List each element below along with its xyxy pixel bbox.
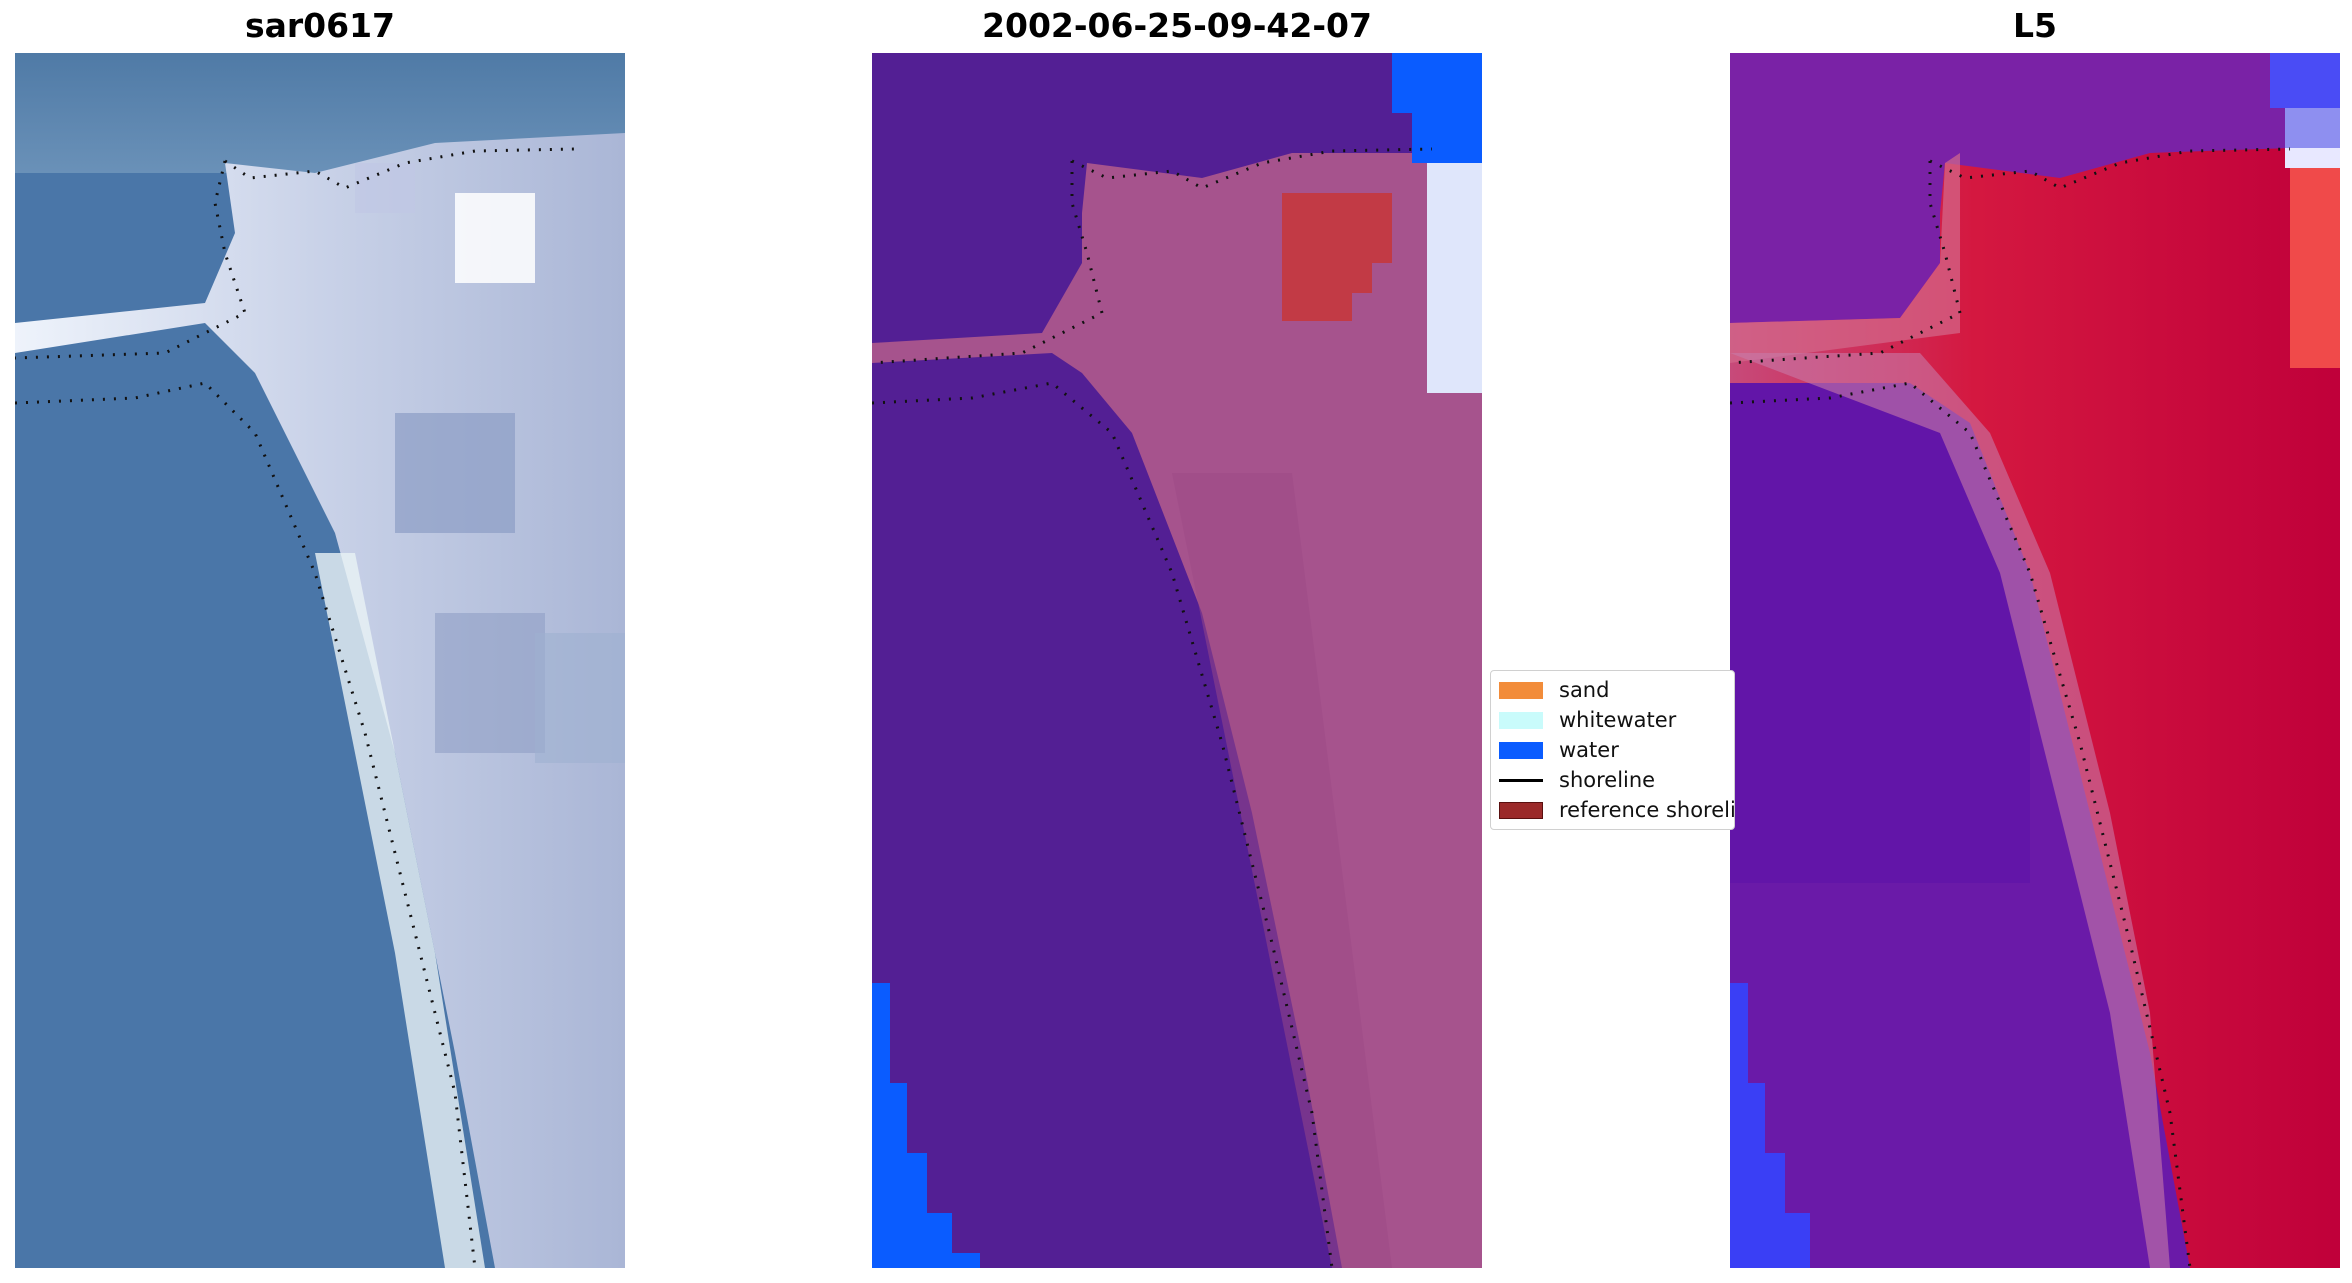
panel-title-index: L5 <box>2013 6 2057 45</box>
rgb-image <box>15 53 625 1268</box>
legend-swatch-water <box>1499 741 1543 759</box>
panel-title-rgb: sar0617 <box>244 6 396 45</box>
index-image-panel <box>1730 53 2340 1268</box>
legend-label-reference-shoreline: reference shoreli <box>1559 798 1735 822</box>
legend-line-shoreline <box>1499 778 1543 782</box>
legend-item-sand: sand <box>1491 675 1609 705</box>
rgb-image-panel <box>15 53 625 1268</box>
legend-item-reference-shoreline: reference shoreli <box>1491 795 1735 825</box>
panel-title-classified: 2002-06-25-09-42-07 <box>982 6 1372 45</box>
classified-image-panel <box>872 53 1482 1268</box>
legend-label-whitewater: whitewater <box>1559 708 1677 732</box>
legend-label-water: water <box>1559 738 1619 762</box>
legend-item-shoreline: shoreline <box>1491 765 1655 795</box>
legend-swatch-sand <box>1499 681 1543 699</box>
classified-image <box>872 53 1482 1268</box>
legend-item-whitewater: whitewater <box>1491 705 1676 735</box>
legend: sand whitewater water shoreline referenc… <box>1490 670 1735 830</box>
legend-label-shoreline: shoreline <box>1559 768 1656 792</box>
legend-item-water: water <box>1491 735 1619 765</box>
legend-swatch-reference-shoreline <box>1499 801 1543 819</box>
legend-swatch-whitewater <box>1499 711 1543 729</box>
legend-label-sand: sand <box>1559 678 1610 702</box>
index-image <box>1730 53 2340 1268</box>
